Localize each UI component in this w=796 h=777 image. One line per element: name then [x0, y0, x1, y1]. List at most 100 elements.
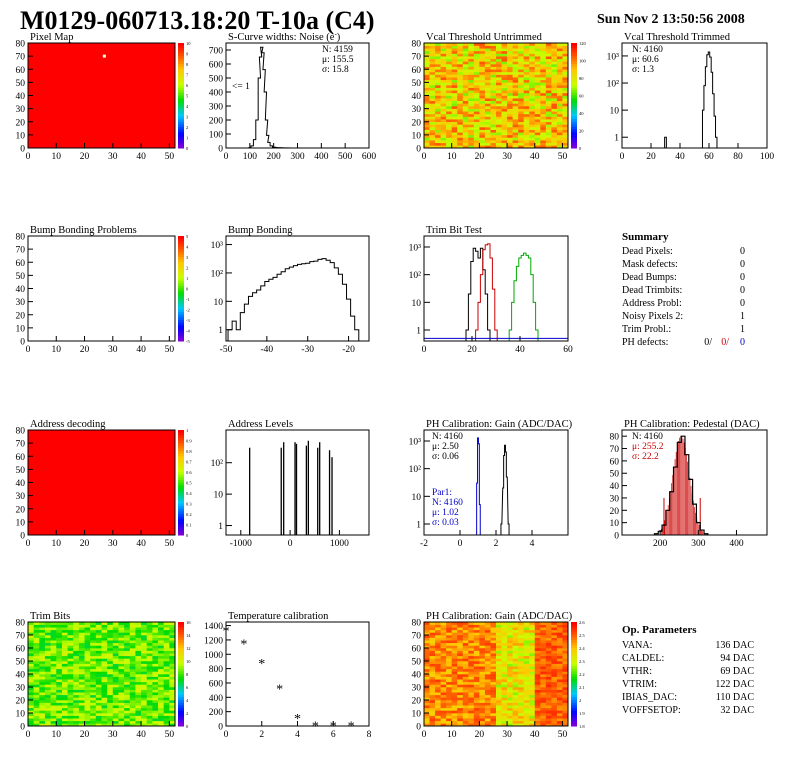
- heatmap-cell: [496, 622, 502, 625]
- heatmap-cell: [551, 655, 558, 659]
- heatmap-cell: [90, 635, 97, 638]
- heatmap-cell: [473, 720, 480, 724]
- heatmap-cell: [158, 715, 164, 719]
- heatmap-cell: [457, 663, 464, 667]
- heatmap-cell: [562, 710, 569, 714]
- heatmap-cell: [468, 43, 475, 46]
- heatmap-cell: [457, 53, 464, 57]
- heatmap-cell: [457, 692, 464, 696]
- heatmap-cell: [529, 137, 536, 141]
- heatmap-cell: [435, 53, 441, 57]
- heatmap-cell: [545, 69, 552, 73]
- heatmap-cell: [163, 635, 170, 638]
- heatmap-cell: [44, 648, 51, 651]
- heatmap-cell: [61, 692, 68, 696]
- heatmap-cell: [484, 142, 491, 146]
- heatmap-cell: [556, 642, 563, 646]
- heatmap-cell: [56, 723, 63, 727]
- heatmap-cell: [84, 684, 91, 688]
- heatmap-cell: [468, 71, 475, 75]
- heatmap-cell: [67, 640, 74, 644]
- heatmap-cell: [435, 100, 441, 104]
- heatmap-cell: [501, 61, 508, 65]
- heatmap-cell: [107, 700, 114, 703]
- heatmap-cell: [129, 707, 136, 711]
- y-tick-label: 30: [16, 492, 26, 502]
- heatmap-cell: [523, 702, 530, 706]
- heatmap-cell: [163, 658, 170, 662]
- z-scale-cell: [178, 100, 184, 104]
- heatmap-cell: [50, 624, 57, 628]
- heatmap-cell: [451, 43, 458, 46]
- heatmap-cell: [457, 111, 464, 115]
- heatmap-cell: [507, 137, 513, 141]
- heatmap-cell: [44, 723, 51, 727]
- heatmap-cell: [457, 82, 464, 86]
- z-scale-cell: [178, 498, 184, 502]
- heatmap-cell: [457, 98, 464, 102]
- heatmap-cell: [169, 718, 176, 722]
- z-scale-cell: [178, 458, 184, 462]
- heatmap-cell: [28, 674, 34, 677]
- heatmap-cell: [50, 653, 57, 657]
- heatmap-cell: [501, 98, 508, 102]
- heatmap-cell: [512, 43, 519, 46]
- heatmap-cell: [141, 718, 148, 722]
- heatmap-cell: [473, 635, 480, 638]
- heatmap-cell: [429, 100, 436, 104]
- heatmap-cell: [101, 640, 108, 644]
- heatmap-cell: [146, 700, 153, 703]
- heatmap-cell: [545, 715, 552, 719]
- heatmap-cell: [462, 116, 469, 120]
- heatmap-cell: [44, 715, 51, 719]
- heatmap-cell: [529, 700, 536, 703]
- heatmap-cell: [551, 629, 558, 633]
- x-tick-label: 0: [422, 152, 427, 162]
- heatmap-cell: [518, 113, 524, 117]
- z-scale-cell: [178, 681, 184, 685]
- heatmap-cell: [484, 58, 491, 62]
- z-scale-cell: [571, 56, 577, 60]
- z-tick-label: 1.8: [579, 724, 585, 729]
- heatmap-cell: [540, 106, 547, 109]
- heatmap-cell: [523, 45, 530, 49]
- heatmap-cell: [440, 61, 447, 65]
- heatmap-cell: [545, 694, 552, 698]
- heatmap-cell: [124, 642, 131, 646]
- heatmap-cell: [562, 82, 569, 86]
- z-tick-label: 4: [186, 104, 189, 109]
- heatmap-cell: [39, 681, 46, 685]
- heatmap-cell: [556, 622, 563, 625]
- z-scale-cell: [571, 666, 577, 670]
- heatmap-cell: [84, 658, 91, 662]
- heatmap-cell: [479, 632, 486, 636]
- heatmap-cell: [50, 635, 57, 638]
- x-tick-label: -20: [342, 345, 355, 355]
- heatmap-cell: [523, 705, 530, 709]
- heatmap-cell: [169, 713, 176, 716]
- heatmap-cell: [473, 71, 480, 75]
- heatmap-cell: [169, 666, 176, 670]
- heatmap-cell: [534, 103, 541, 107]
- heatmap-cell: [90, 700, 97, 703]
- z-scale-cell: [178, 637, 184, 641]
- heatmap-cell: [440, 689, 447, 693]
- heatmap-cell: [446, 92, 452, 96]
- z-tick-label: 0: [186, 724, 189, 729]
- heatmap-cell: [529, 98, 536, 102]
- x-tick-label: 20: [80, 152, 90, 162]
- heatmap-cell: [556, 140, 563, 144]
- heatmap-cell: [78, 689, 85, 693]
- heatmap-cell: [523, 74, 530, 78]
- heatmap-cell: [440, 119, 447, 123]
- heatmap-cell: [118, 648, 125, 651]
- heatmap-cell: [33, 645, 40, 649]
- heatmap-cell: [424, 43, 430, 46]
- heatmap-cell: [462, 640, 469, 644]
- heatmap-cell: [141, 674, 148, 677]
- heatmap-cell: [112, 679, 119, 683]
- summary-label: PH defects:: [622, 337, 668, 348]
- z-scale-cell: [178, 635, 184, 639]
- heatmap-cell: [490, 61, 497, 65]
- heatmap-cell: [556, 58, 563, 62]
